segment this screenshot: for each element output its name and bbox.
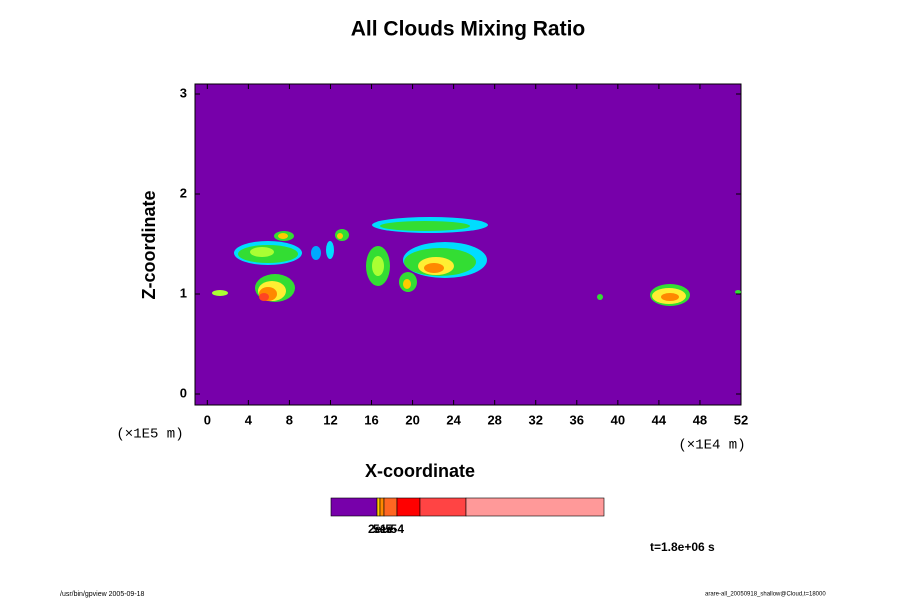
cloud <box>311 246 321 260</box>
colorbar-segment <box>465 497 605 517</box>
x-tick-label: 52 <box>734 412 748 427</box>
x-tick-label: 4 <box>245 412 253 427</box>
cloud <box>597 294 603 300</box>
cloud <box>372 256 384 276</box>
x-tick-label: 24 <box>446 412 461 427</box>
colorbar: 2e-55e-51e-4 <box>330 497 605 536</box>
x-tick-label: 48 <box>693 412 707 427</box>
cloud <box>424 263 444 273</box>
cloud <box>250 247 274 257</box>
cloud <box>326 241 334 259</box>
x-tick-label: 0 <box>204 412 211 427</box>
x-tick-label: 36 <box>570 412 584 427</box>
y-tick-label: 2 <box>180 185 187 200</box>
colorbar-segment <box>396 497 421 517</box>
x-tick-label: 40 <box>611 412 625 427</box>
colorbar-label: 1e-4 <box>380 522 404 536</box>
x-tick-label: 44 <box>652 412 667 427</box>
colorbar-segment <box>383 497 398 517</box>
colorbar-label: 2e-5 <box>368 522 392 536</box>
colorbar-segment <box>419 497 467 517</box>
cloud <box>259 293 269 301</box>
x-unit: (×1E4 m) <box>678 438 745 454</box>
x-tick-label: 20 <box>405 412 419 427</box>
x-axis-label: X-coordinate <box>365 461 475 481</box>
x-tick-label: 28 <box>487 412 501 427</box>
cloud <box>212 290 228 296</box>
colorbar-label: 5e-5 <box>373 522 397 536</box>
time-label: t=1.8e+06 s <box>650 540 715 554</box>
colorbar-segment <box>376 497 381 517</box>
x-tick-label: 8 <box>286 412 293 427</box>
cloud <box>661 293 679 301</box>
cloud <box>735 290 741 294</box>
y-tick-label: 1 <box>180 285 187 300</box>
cloud <box>278 233 288 239</box>
colorbar-segment <box>379 497 385 517</box>
footer-left: /usr/bin/gpview 2005-09-18 <box>60 591 145 598</box>
footer-right: arare-all_20050918_shallow@Cloud,t=18000 <box>705 592 826 598</box>
cloud <box>337 233 343 239</box>
chart-title: All Clouds Mixing Ratio <box>351 18 586 41</box>
cloud-field <box>212 217 741 306</box>
y-tick-label: 3 <box>180 85 187 100</box>
cloud <box>403 279 411 289</box>
y-axis-label: Z-coordinate <box>139 190 159 299</box>
cloud <box>380 221 470 231</box>
x-tick-label: 12 <box>323 412 337 427</box>
colorbar-segment <box>330 497 378 517</box>
y-tick-label: 0 <box>180 385 187 400</box>
y-unit: (×1E5 m) <box>116 427 183 443</box>
x-tick-label: 16 <box>364 412 378 427</box>
x-tick-label: 32 <box>529 412 543 427</box>
